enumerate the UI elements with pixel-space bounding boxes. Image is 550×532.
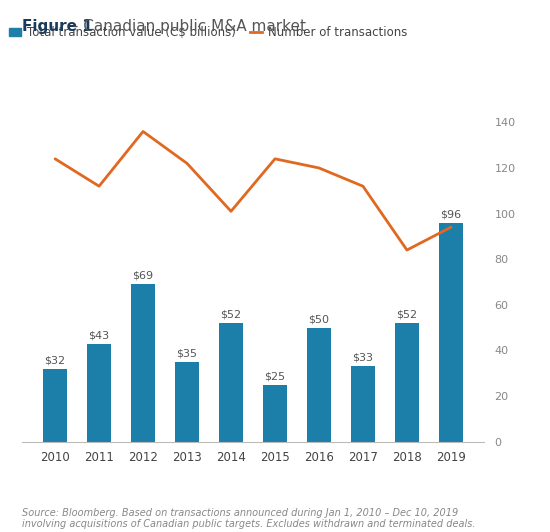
Text: $52: $52 <box>397 310 417 320</box>
Text: $33: $33 <box>353 353 373 363</box>
Bar <box>219 323 243 442</box>
Text: $32: $32 <box>45 355 65 365</box>
Bar <box>307 328 331 442</box>
Text: $96: $96 <box>441 209 461 219</box>
Bar <box>351 367 375 442</box>
Bar <box>131 284 155 442</box>
Text: - Canadian public M&A market: - Canadian public M&A market <box>68 19 306 34</box>
Text: $25: $25 <box>265 371 285 381</box>
Text: $50: $50 <box>309 314 329 324</box>
Bar <box>87 344 111 442</box>
Text: Figure 1: Figure 1 <box>22 19 93 34</box>
Text: $52: $52 <box>221 310 241 320</box>
Text: $69: $69 <box>133 271 153 281</box>
Bar <box>43 369 67 442</box>
Bar <box>439 223 463 442</box>
Bar <box>263 385 287 442</box>
Text: Source: Bloomberg. Based on transactions announced during Jan 1, 2010 – Dec 10, : Source: Bloomberg. Based on transactions… <box>22 508 476 529</box>
Bar <box>395 323 419 442</box>
Text: $35: $35 <box>177 348 197 359</box>
Text: $43: $43 <box>89 330 109 340</box>
Bar <box>175 362 199 442</box>
Legend: Total transaction value (C$ billions), Number of transactions: Total transaction value (C$ billions), N… <box>9 26 407 39</box>
